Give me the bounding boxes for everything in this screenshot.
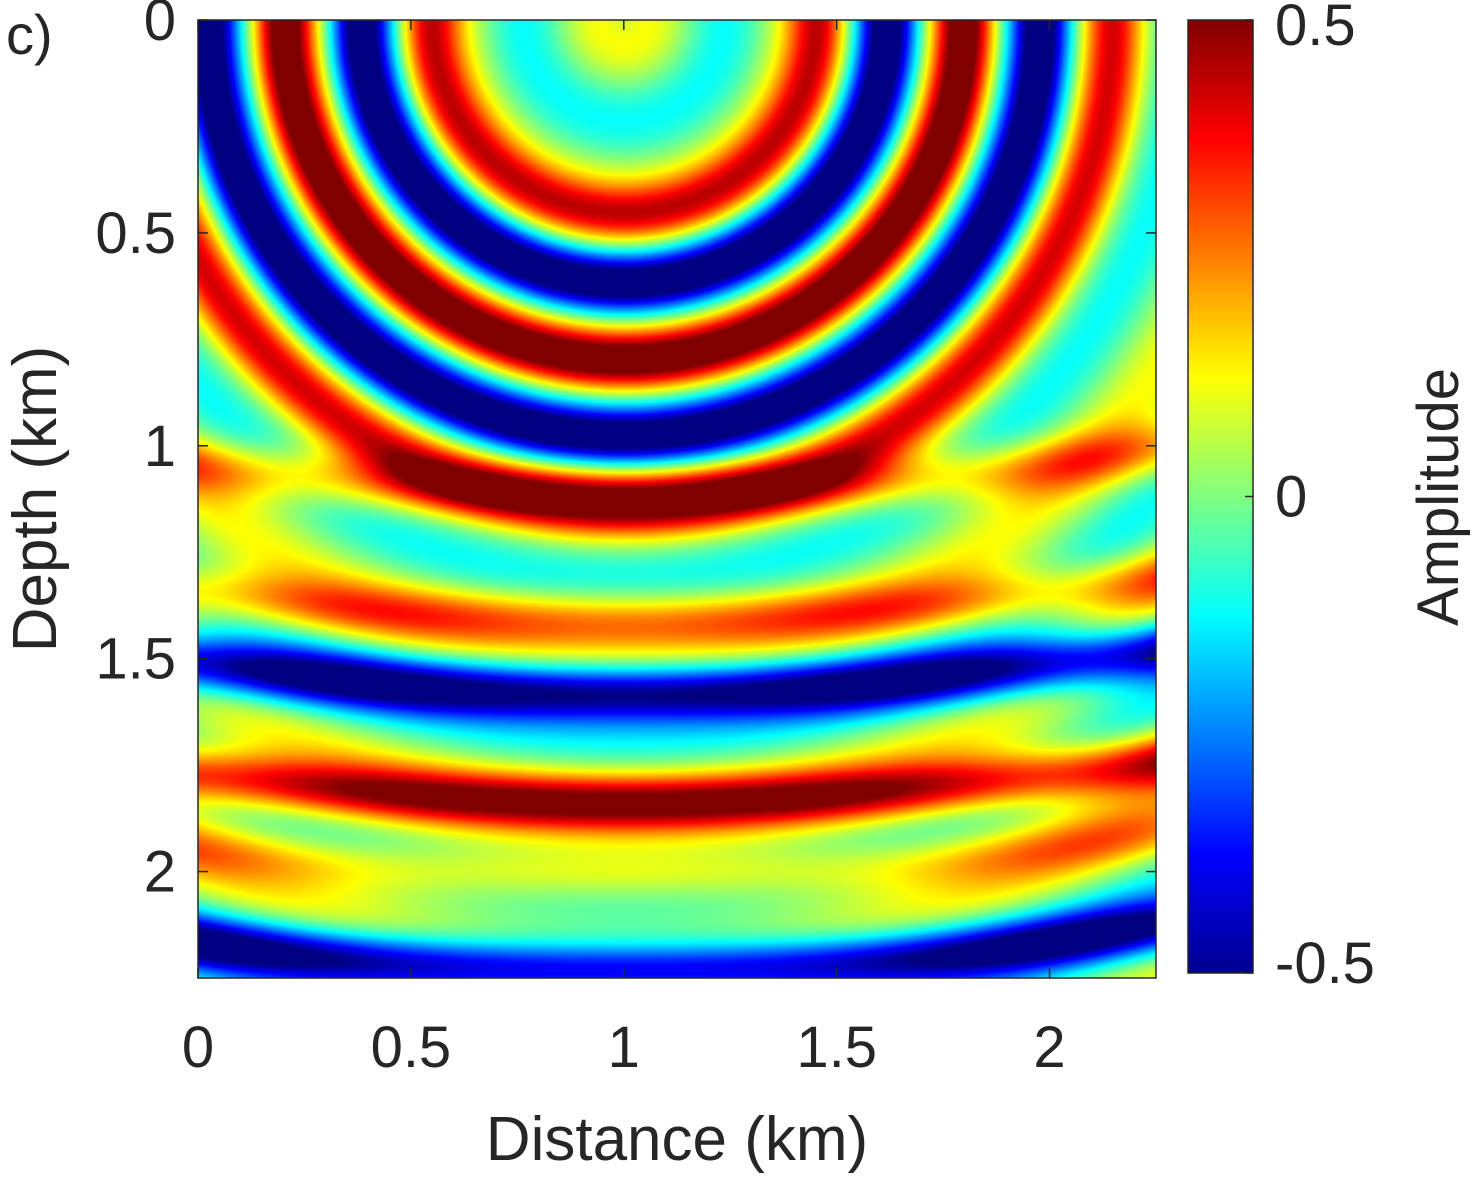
y-axis-label: Depth (km): [1, 346, 70, 653]
heatmap-image: [198, 20, 1156, 978]
y-tick-label: 0.5: [95, 201, 176, 266]
x-tick-label: 2: [1033, 1015, 1065, 1080]
y-tick-label: 1: [144, 414, 176, 479]
colorbar: 0.5 0 -0.5 Amplitude: [1187, 0, 1471, 996]
colorbar-tick-label: -0.5: [1275, 931, 1375, 996]
y-tick-label: 1.5: [95, 627, 176, 692]
y-tick-label: 0: [144, 0, 176, 53]
plot-frame: [197, 19, 1157, 979]
colorbar-tick-label: 0.5: [1275, 0, 1356, 58]
x-tick-label: 0.5: [371, 1015, 452, 1080]
colorbar-ticks: 0.5 0 -0.5: [1245, 0, 1375, 996]
x-tick-label: 1: [608, 1015, 640, 1080]
colorbar-gradient: [1187, 19, 1254, 974]
panel-label: c): [6, 3, 53, 66]
x-axis-label: Distance (km): [486, 1105, 868, 1174]
plot-area: [197, 19, 1157, 979]
colorbar-tick-label: 0: [1275, 465, 1307, 530]
y-tick-label: 2: [144, 840, 176, 905]
x-tick-label: 0: [182, 1015, 214, 1080]
colorbar-label: Amplitude: [1406, 368, 1471, 626]
x-axis: 0 0.5 1 1.5 2: [182, 20, 1066, 1080]
y-axis: 0 0.5 1 1.5 2: [95, 0, 1156, 905]
x-tick-label: 1.5: [796, 1015, 877, 1080]
